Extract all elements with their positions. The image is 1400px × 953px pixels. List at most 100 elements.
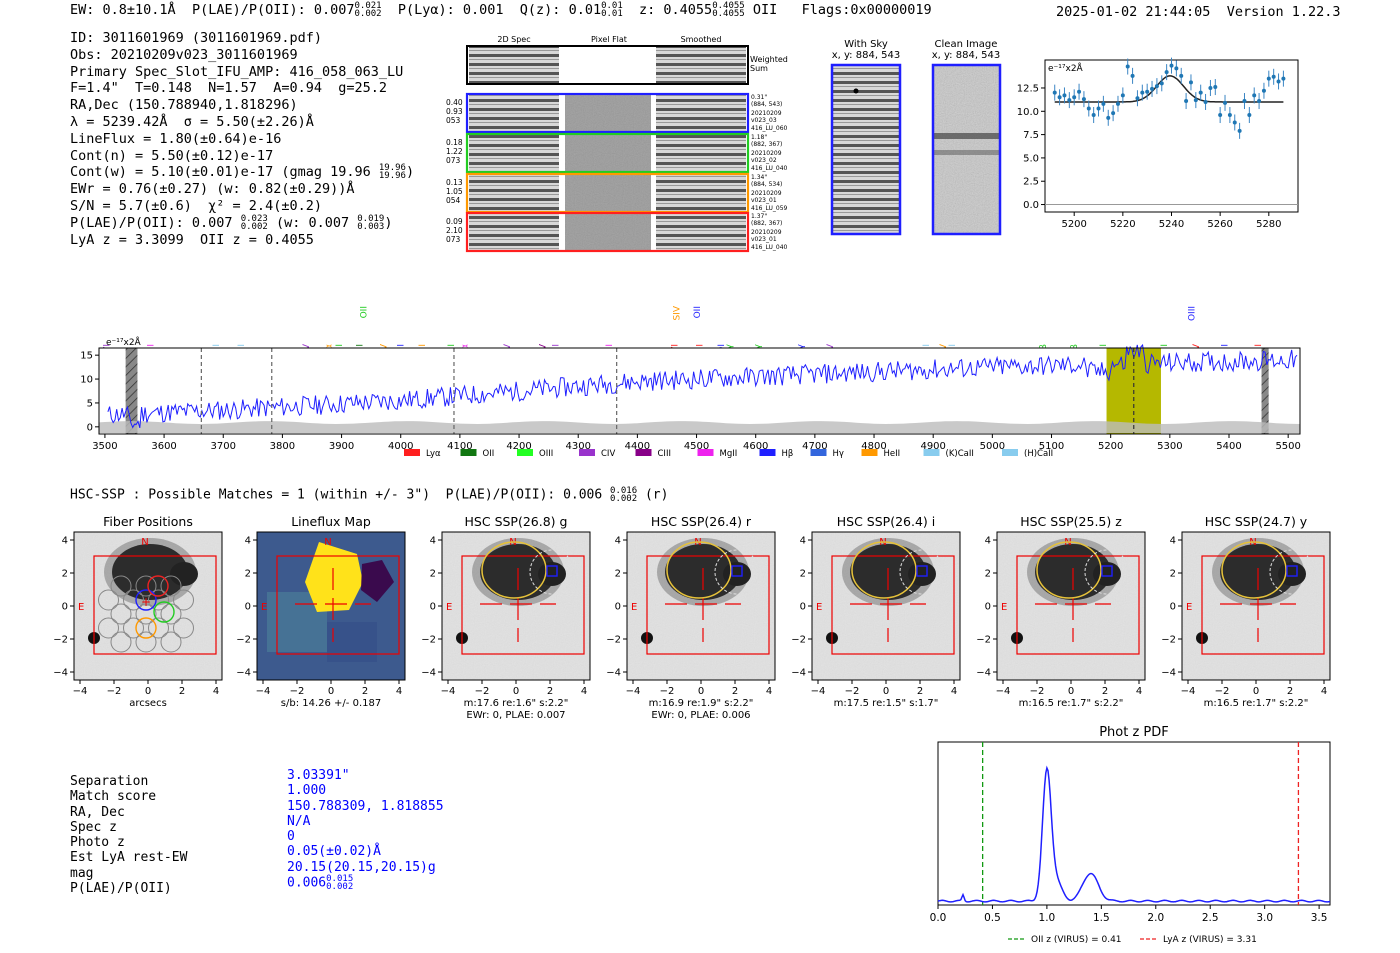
info-obs: Obs: 20210209v023_3011601969 <box>70 46 298 63</box>
cutout-row-right-5: 416_LU_059 <box>751 205 788 212</box>
hsc-panel-frame <box>626 531 776 681</box>
spectrum-xtick-label: 3900 <box>329 441 354 452</box>
fiber-circle <box>135 603 157 625</box>
spectrum-line-label: SIV <box>672 305 682 320</box>
cutout-sum-label: Sum <box>750 64 768 73</box>
fit-xtick-label: 5200 <box>1061 219 1086 230</box>
fiber-primary <box>135 589 157 611</box>
match-value: 0.05(±0.02)Å <box>287 844 381 860</box>
hsc-neighbor-source <box>1093 562 1121 586</box>
spectrum-markers <box>200 348 1135 434</box>
hsc-panel-frame <box>1181 531 1331 681</box>
fit-xtick-label: 5240 <box>1159 219 1184 230</box>
spectrum-legend-swatch <box>923 449 940 456</box>
hsc-aperture-ellipse <box>851 541 917 599</box>
hsc-region-box <box>831 555 955 655</box>
spectrum-legend-swatch <box>1002 449 1018 456</box>
spectrum-legend-label: Lyα <box>426 449 441 459</box>
photz-xtick-label: 3.5 <box>1311 912 1328 924</box>
spectrum-xtick-label: 4500 <box>684 441 709 452</box>
with-sky-image <box>832 65 900 234</box>
fiber-circle <box>110 575 132 597</box>
hsc-ytick-label: 4 <box>430 536 436 547</box>
hsc-panel-frame <box>441 531 591 681</box>
match-plae-limits: 0.015 0.002 <box>326 874 354 893</box>
photz-xtick-label: 1.5 <box>1093 912 1110 924</box>
match-value: 3.03391" <box>287 768 350 783</box>
hsc-caption-1: m:16.5 re:1.7" s:2.2" <box>1204 698 1309 709</box>
hsc-caption-1: m:16.5 re:1.7" s:2.2" <box>1019 698 1124 709</box>
fit-point <box>1179 73 1184 78</box>
spectrum-legend-swatch <box>404 449 420 456</box>
cutout-2d-image <box>469 94 559 132</box>
match-value: N/A <box>287 813 311 829</box>
hsc-caption-1: m:17.5 re:1.5" s:1.7" <box>834 698 939 709</box>
hsc-dashed-ellipse <box>1084 549 1130 595</box>
fit-point <box>1125 64 1130 69</box>
fit-ytick-label: 5.0 <box>1023 153 1039 164</box>
fit-point <box>1174 66 1179 71</box>
hsc-east-label: E <box>261 602 267 613</box>
spectrum-xtick-label: 4600 <box>743 441 768 452</box>
hsc-xtick-label: −4 <box>1181 686 1196 697</box>
fiber-circle <box>160 631 182 653</box>
hsc-ytick-label: −2 <box>606 635 621 646</box>
fiber-red <box>147 575 169 597</box>
cutout-row-right-1: 1.18" <box>751 134 767 141</box>
match-value: 0 <box>287 829 295 845</box>
fit-point <box>1193 98 1198 103</box>
cutout-row-left-2: 0.93 <box>446 107 463 116</box>
hsc-region-box <box>1016 555 1140 655</box>
hsc-ytick-label: −4 <box>976 668 991 679</box>
hsc-xtick-label: 4 <box>581 686 587 697</box>
info-plae-w-lo: 0.003 <box>357 221 385 232</box>
spectrum-legend-label: CIV <box>601 449 615 459</box>
hsc-dashed-ellipse <box>899 549 945 595</box>
spectrum-ytick-label: 10 <box>80 375 93 386</box>
hsc-aperture-ellipse <box>1036 541 1102 599</box>
info-sn: S/N = 5.7(±0.6) χ² = 2.4(±0.2) <box>70 197 322 214</box>
fiber-circle <box>148 617 169 639</box>
hsc-region-box <box>461 555 585 655</box>
hsc-neighbor-source <box>170 562 198 586</box>
photz-xticks: 0.0 0.5 1.0 1.5 2.0 2.5 3.0 3.5 <box>930 905 1328 924</box>
hsc-ytick-label: 2 <box>430 569 436 580</box>
match-labels: Separation Match score RA, Dec Spec z Photo … <box>70 774 187 896</box>
spectrum-xtick-label: 5200 <box>1098 441 1123 452</box>
fit-point <box>1130 73 1135 78</box>
with-sky-xy: x, y: 884, 543 <box>832 50 901 61</box>
info-plae-w: (w: 0.007 <box>275 214 350 231</box>
hsc-xtick-label: 2 <box>732 686 738 697</box>
fit-point <box>1218 113 1223 118</box>
hsc-xtick-label: 2 <box>547 686 553 697</box>
fiber-circle <box>98 589 119 611</box>
cutout-col-smooth: Smoothed <box>681 35 722 44</box>
fit-point <box>1067 98 1072 103</box>
spectrum-yticks: 0 5 10 15 <box>80 351 99 433</box>
fit-point <box>1159 81 1164 86</box>
spectrum-line-label: OII <box>693 306 703 318</box>
hsc-xtick-label: 2 <box>1102 686 1108 697</box>
fit-point <box>1101 101 1106 106</box>
spectrum-noise-band <box>99 421 1300 434</box>
hsc-xtick-label: −4 <box>73 686 88 697</box>
hsc-caption-2: EWr: 0, PLAE: 0.007 <box>466 710 565 721</box>
clean-image-title: Clean Image <box>935 39 998 50</box>
hsc-xtick-label: 2 <box>917 686 923 697</box>
spectrum-legend-swatch <box>517 449 533 456</box>
hsc-ytick-label: 2 <box>985 569 991 580</box>
hsc-ytick-label: 0 <box>985 602 991 613</box>
cutout-weighted-smooth <box>656 46 746 84</box>
hsc-panel-title: Lineflux Map <box>291 514 371 529</box>
header-datetime: 2025-01-02 21:44:05 <box>1056 4 1211 20</box>
fit-ytick-label: 12.5 <box>1017 83 1039 94</box>
hsc-aperture-ellipse <box>666 541 732 599</box>
cutout-weighted-2d <box>469 46 559 84</box>
hsc-xtick-label: −2 <box>290 686 305 697</box>
info-plae-w-hi: 0.019 <box>357 213 385 224</box>
spectrum-legend-swatch <box>810 449 827 456</box>
header-qz-lo: 0.01 <box>601 9 623 19</box>
fit-xtick-label: 5260 <box>1207 219 1232 230</box>
